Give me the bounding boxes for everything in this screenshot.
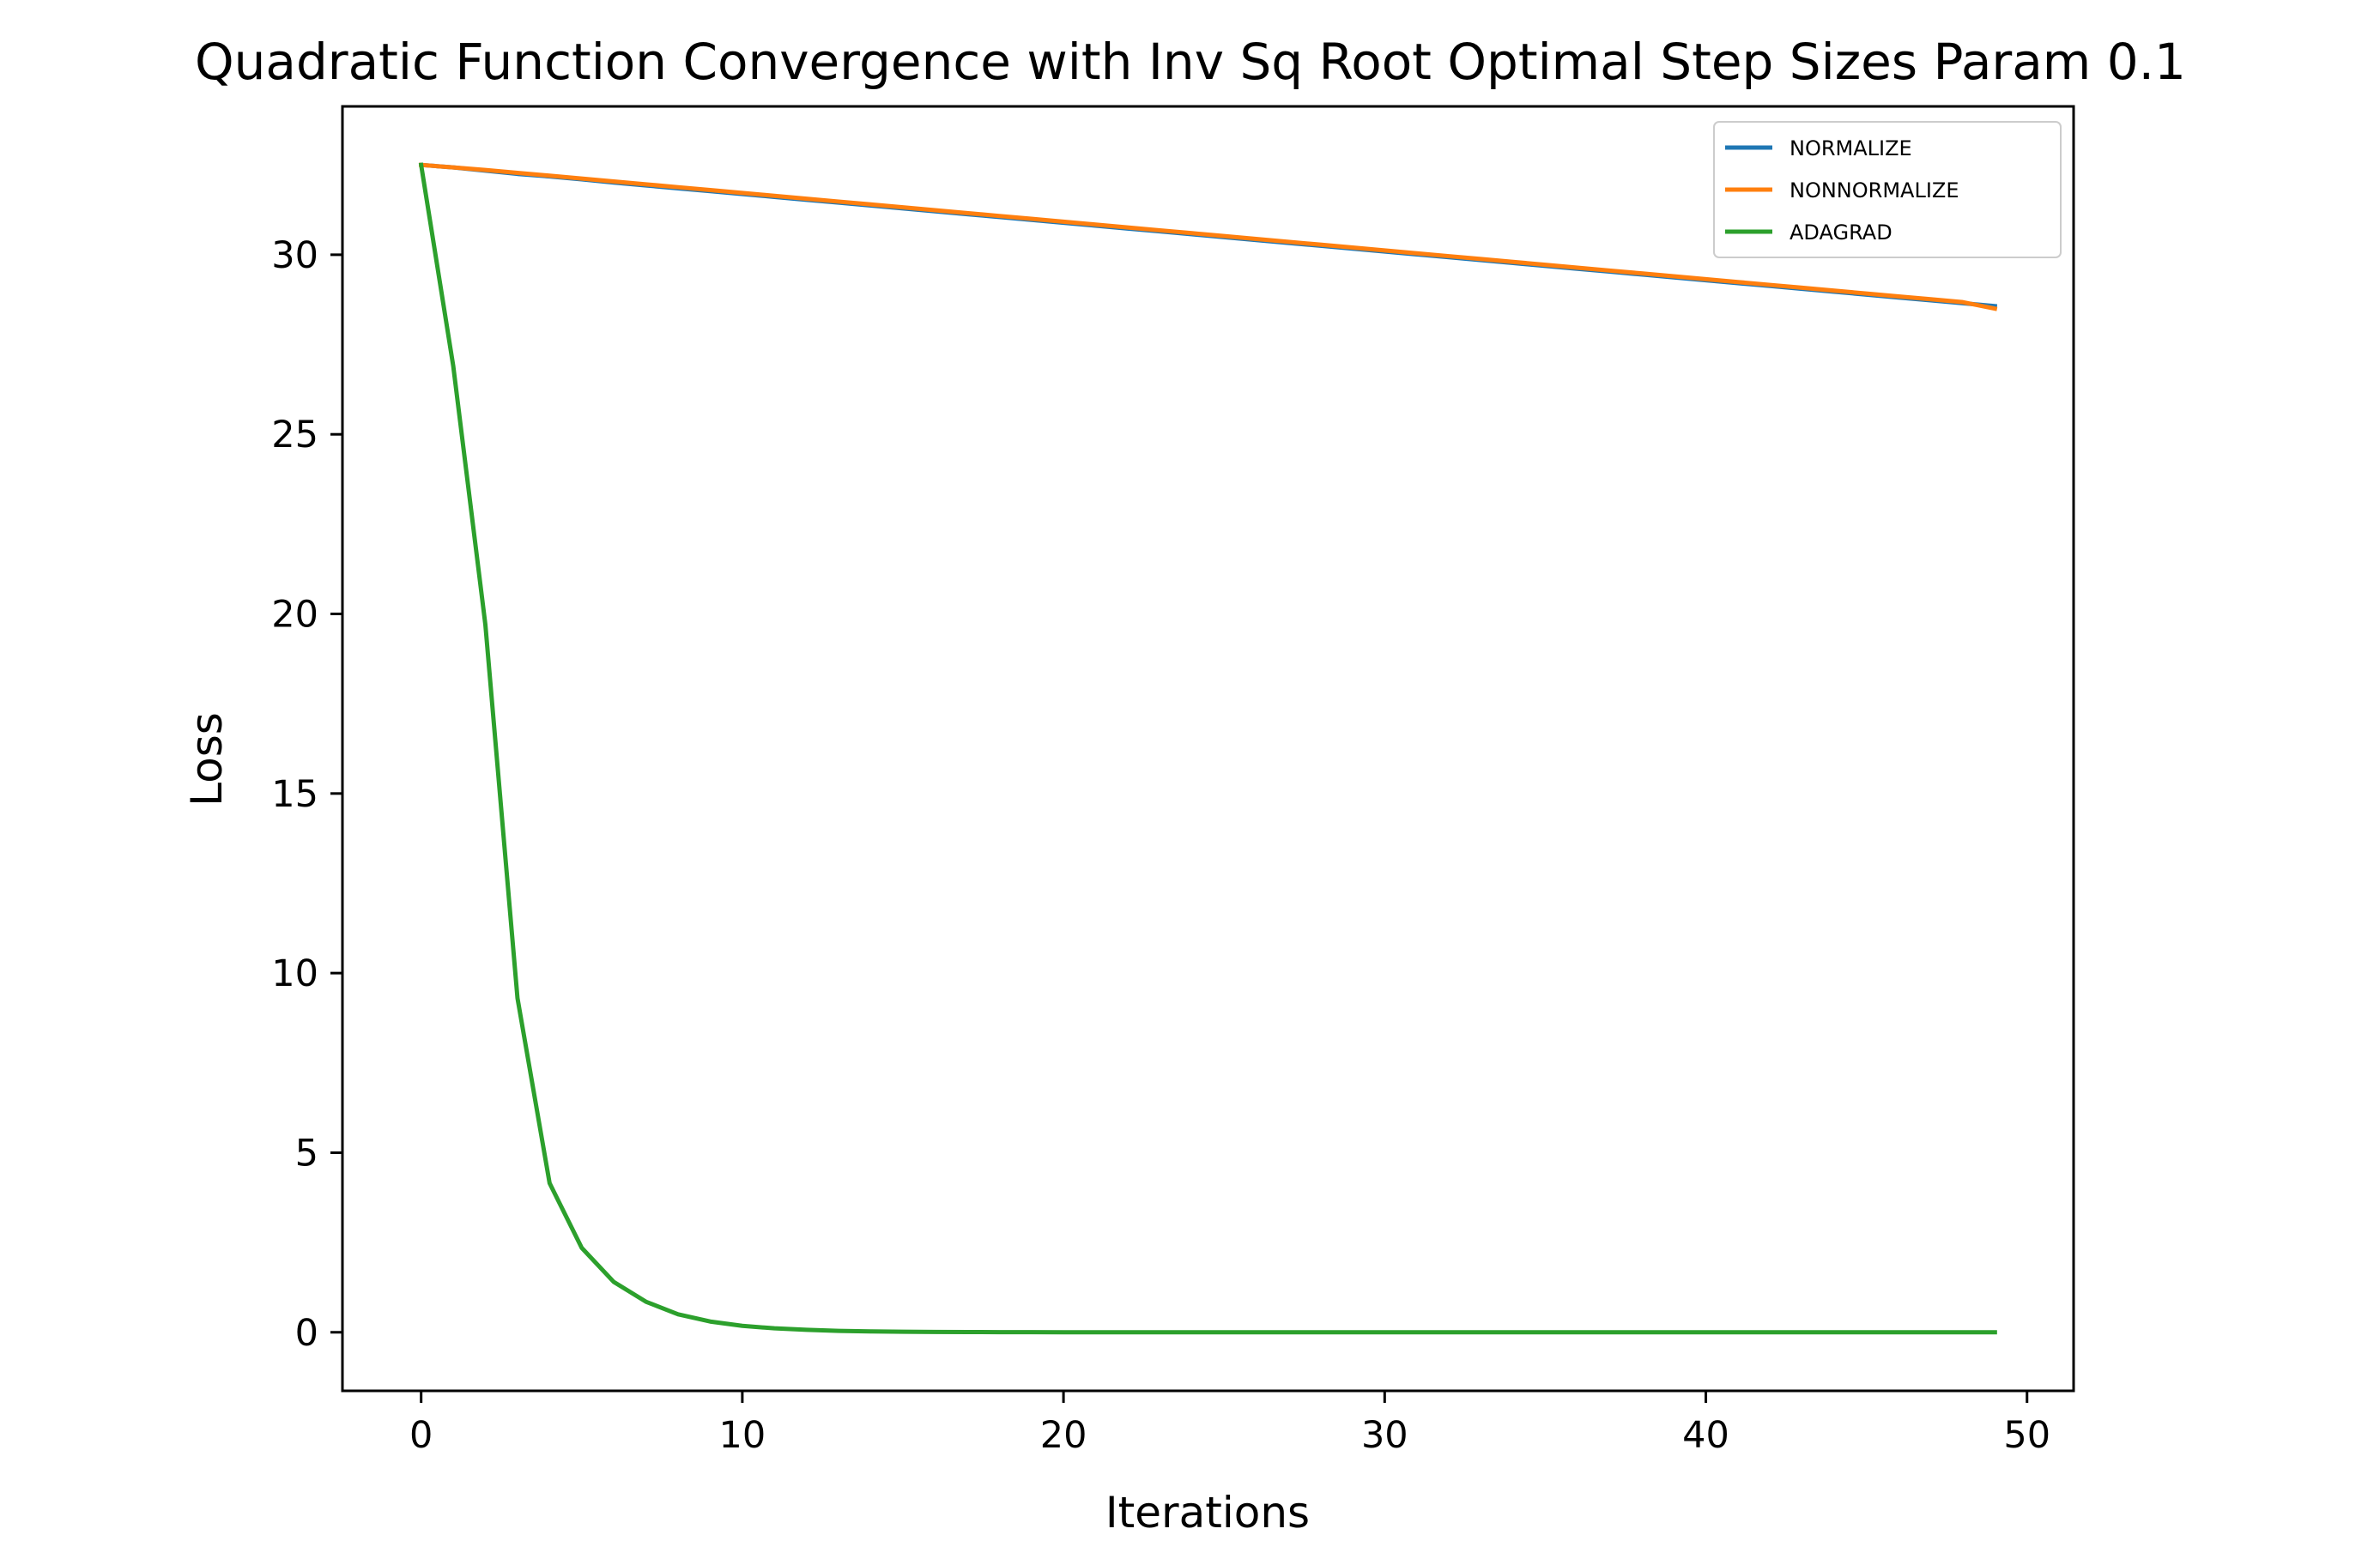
legend-label-adagrad: ADAGRAD	[1790, 221, 1892, 245]
y-tick-label: 15	[271, 773, 318, 816]
y-tick-label: 30	[271, 234, 318, 277]
series-line-adagrad	[418, 162, 1997, 1335]
legend-label-nonnormalize: NONNORMALIZE	[1790, 178, 1959, 202]
x-tick-label: 40	[1682, 1414, 1729, 1457]
legend-label-normalize: NORMALIZE	[1790, 136, 1912, 160]
y-axis-label: Loss	[182, 712, 232, 807]
y-tick-label: 0	[295, 1312, 318, 1355]
y-tick-label: 5	[295, 1132, 318, 1175]
axis-ticks: 0 10 20 30 40 50 0 5 10 15 20 25 30	[271, 234, 2050, 1457]
y-tick-label: 10	[271, 952, 318, 995]
legend: NORMALIZE NONNORMALIZE ADAGRAD	[1713, 121, 2062, 258]
plot-area	[418, 162, 1998, 1335]
series-line-nonnormalize	[418, 162, 1998, 311]
axes-frame	[341, 105, 2075, 1393]
x-axis-label: Iterations	[1105, 1488, 1310, 1538]
y-tick-label: 20	[271, 594, 318, 637]
x-tick-label: 20	[1040, 1414, 1087, 1457]
legend-box	[1713, 121, 2062, 258]
x-tick-label: 30	[1361, 1414, 1408, 1457]
y-tick-label: 25	[271, 414, 318, 456]
x-tick-label: 0	[409, 1414, 433, 1457]
x-tick-label: 50	[2003, 1414, 2050, 1457]
x-tick-label: 10	[719, 1414, 766, 1457]
chart-title: Quadratic Function Convergence with Inv …	[195, 33, 2186, 91]
